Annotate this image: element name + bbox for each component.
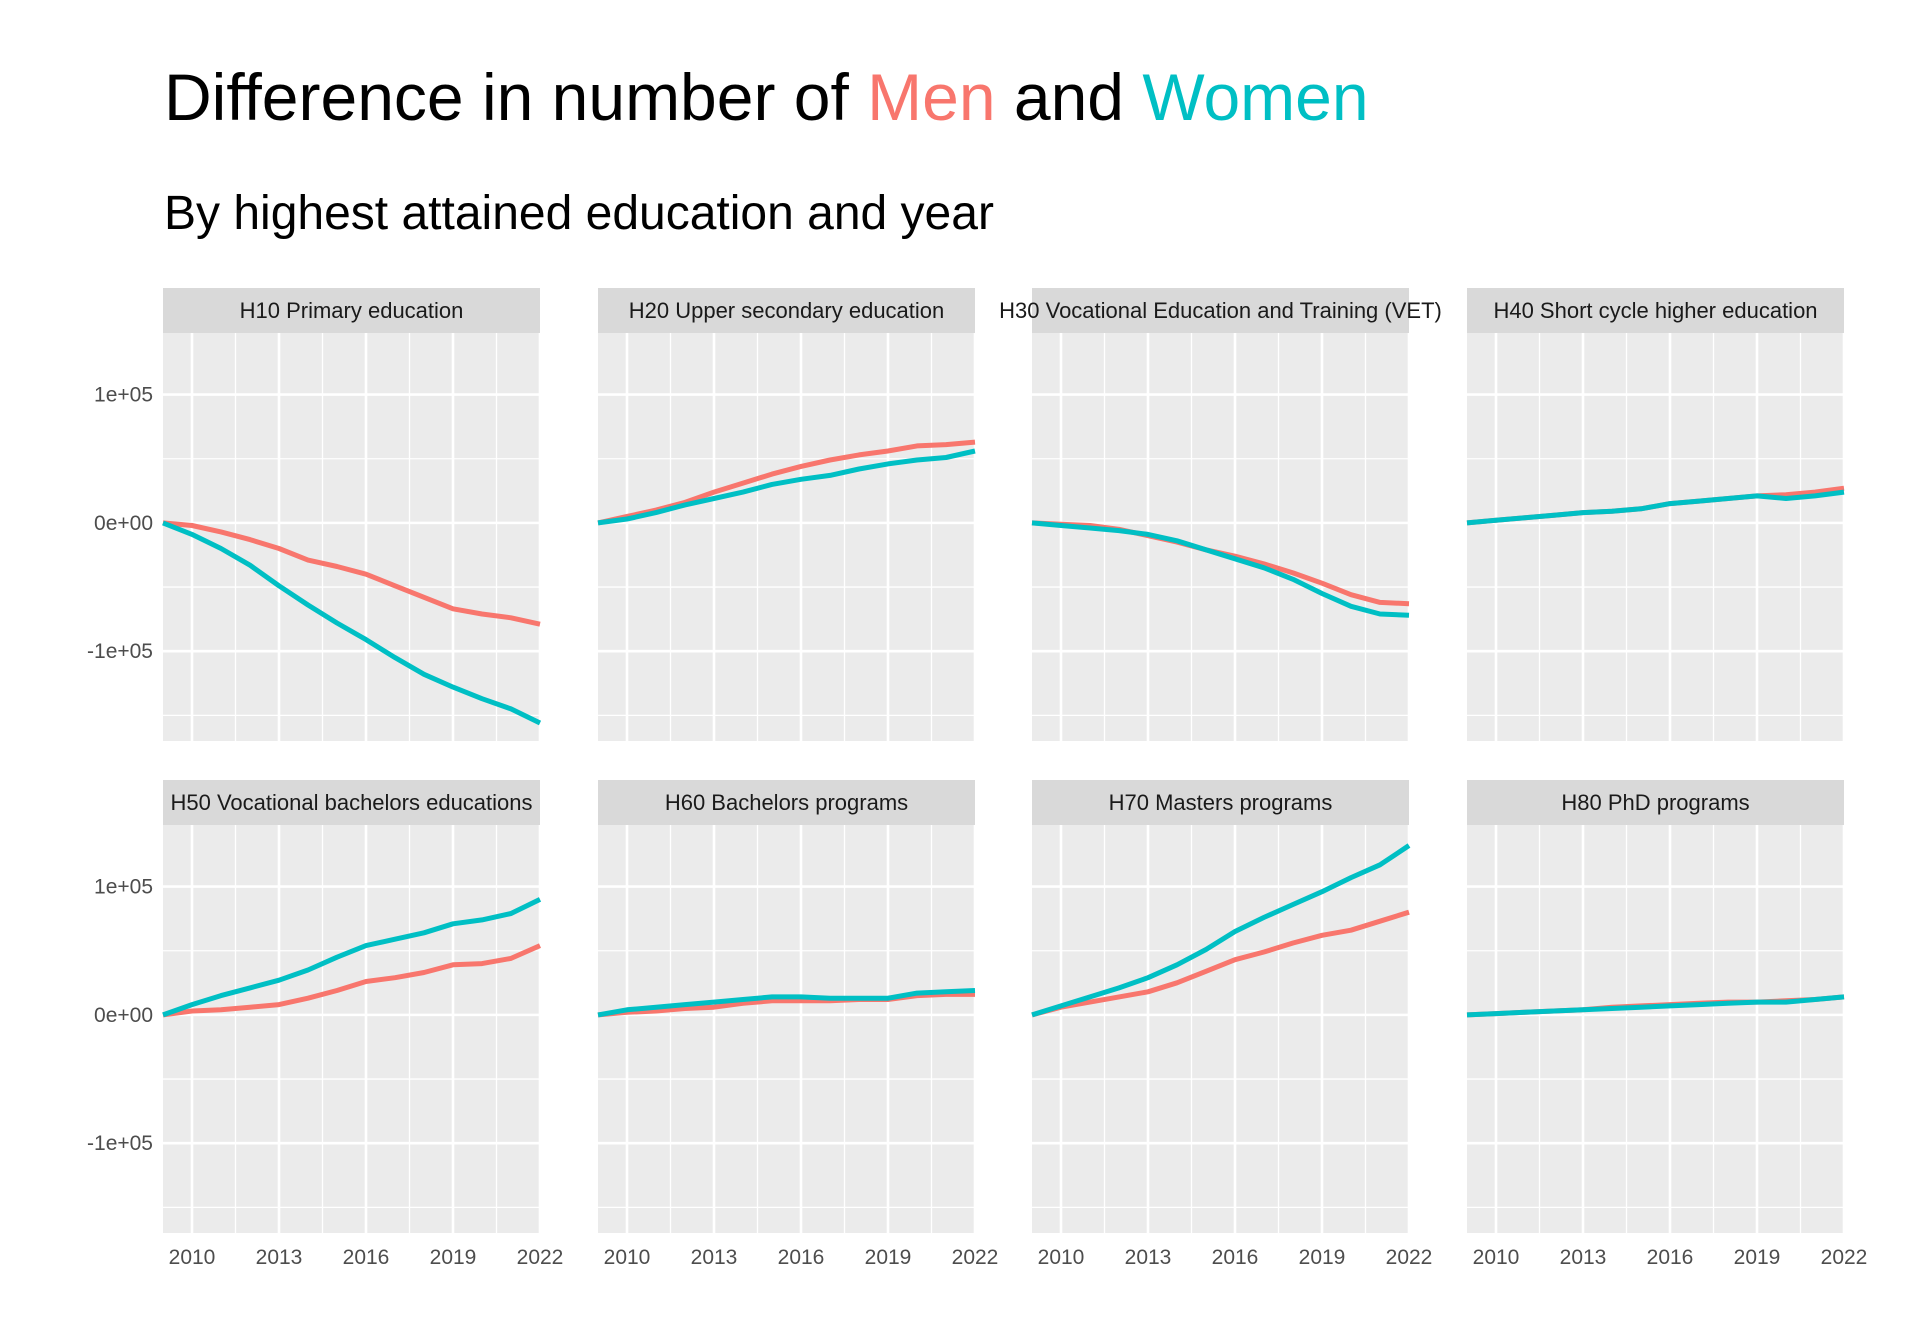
series-line-men	[162, 520, 541, 627]
x-tick-label: 2022	[517, 1246, 564, 1269]
facet-panel: H10 Primary education	[162, 288, 542, 741]
series-line-men	[1031, 909, 1410, 1018]
facet-strip	[163, 288, 540, 333]
panel-background	[1467, 333, 1844, 741]
series-line-women	[162, 897, 542, 1018]
panel-background	[1467, 825, 1844, 1233]
y-tick-label: 1e+05	[94, 384, 153, 407]
facet-strip-label: H60 Bachelors programs	[665, 790, 908, 815]
x-tick-label: 2019	[430, 1246, 477, 1269]
x-tick-label: 2010	[169, 1246, 216, 1269]
facet-panel: H70 Masters programs	[1031, 780, 1411, 1233]
series-line-women	[1031, 843, 1411, 1018]
panel-background	[598, 825, 975, 1233]
x-tick-label: 2010	[604, 1246, 651, 1269]
series-line-women	[1466, 994, 1845, 1018]
facet-panel: H80 PhD programs	[1466, 780, 1846, 1233]
series-line-women	[1031, 520, 1410, 618]
title-men: Men	[867, 60, 996, 134]
facet-panel: H20 Upper secondary education	[597, 288, 977, 741]
series-line-women	[597, 988, 976, 1018]
facet-strip	[598, 288, 975, 333]
facet-panel: H60 Bachelors programs	[597, 780, 977, 1233]
x-tick-label: 2010	[1038, 1246, 1085, 1269]
x-tick-label: 2022	[1386, 1246, 1433, 1269]
panel-background	[1032, 825, 1409, 1233]
facet-strip	[1032, 288, 1409, 333]
y-tick-label: -1e+05	[87, 1132, 153, 1155]
x-tick-label: 2022	[952, 1246, 999, 1269]
facet-strip-label: H10 Primary education	[240, 298, 464, 323]
x-tick-label: 2019	[1299, 1246, 1346, 1269]
facet-strip-label: H30 Vocational Education and Training (V…	[999, 298, 1442, 323]
title-prefix: Difference in number of	[164, 60, 868, 134]
facet-panel: H50 Vocational bachelors educations	[162, 780, 542, 1233]
facet-panel: H30 Vocational Education and Training (V…	[999, 288, 1442, 741]
panel-background	[163, 333, 540, 741]
panel-background	[163, 825, 540, 1233]
facet-strip	[1467, 780, 1844, 825]
x-tick-label: 2013	[1125, 1246, 1172, 1269]
x-tick-label: 2016	[1212, 1246, 1259, 1269]
chart-subtitle: By highest attained education and year	[164, 187, 994, 240]
x-tick-label: 2016	[1647, 1246, 1694, 1269]
y-tick-label: 0e+00	[94, 1004, 153, 1027]
x-tick-label: 2019	[865, 1246, 912, 1269]
x-tick-label: 2019	[1734, 1246, 1781, 1269]
facet-strip-label: H80 PhD programs	[1561, 790, 1749, 815]
x-tick-label: 2013	[691, 1246, 738, 1269]
facet-strip	[1467, 288, 1844, 333]
chart-title: Difference in number of Men and Women	[164, 64, 1369, 130]
facet-strip	[598, 780, 975, 825]
title-women: Women	[1142, 60, 1369, 134]
panel-background	[598, 333, 975, 741]
x-tick-label: 2016	[778, 1246, 825, 1269]
series-line-women	[1466, 489, 1845, 526]
y-tick-label: 1e+05	[94, 876, 153, 899]
facet-strip-label: H40 Short cycle higher education	[1493, 298, 1817, 323]
series-line-women	[162, 520, 542, 726]
x-tick-label: 2022	[1821, 1246, 1868, 1269]
title-middle: and	[995, 60, 1143, 134]
facet-strip-label: H70 Masters programs	[1109, 790, 1333, 815]
facet-panel: H40 Short cycle higher education	[1466, 288, 1846, 741]
x-tick-label: 2013	[1560, 1246, 1607, 1269]
series-line-women	[597, 448, 976, 526]
y-tick-label: -1e+05	[87, 640, 153, 663]
facet-strip-label: H50 Vocational bachelors educations	[170, 790, 532, 815]
facet-strip	[1032, 780, 1409, 825]
y-tick-label: 0e+00	[94, 512, 153, 535]
x-tick-label: 2016	[343, 1246, 390, 1269]
series-line-men	[162, 943, 542, 1018]
panel-background	[1032, 333, 1409, 741]
facet-strip	[163, 780, 540, 825]
facet-strip-label: H20 Upper secondary education	[629, 298, 945, 323]
x-tick-label: 2013	[256, 1246, 303, 1269]
x-tick-label: 2010	[1473, 1246, 1520, 1269]
